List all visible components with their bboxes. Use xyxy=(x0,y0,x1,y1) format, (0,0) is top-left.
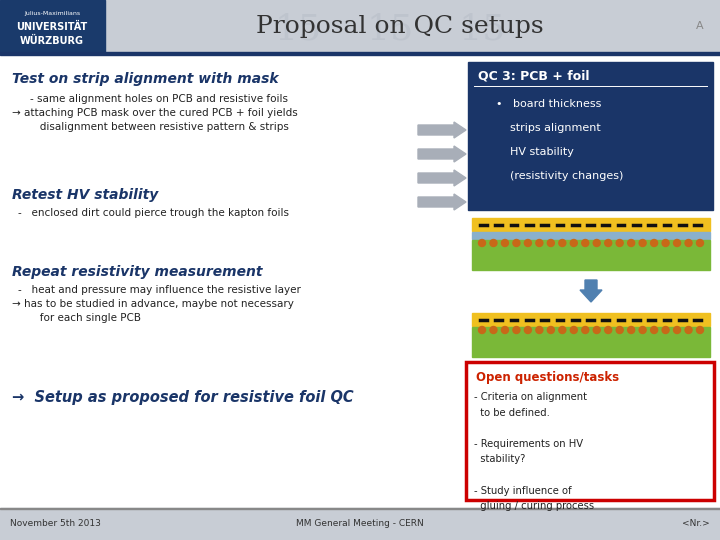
Circle shape xyxy=(559,240,566,246)
Text: November 5th 2013: November 5th 2013 xyxy=(10,519,101,529)
Circle shape xyxy=(490,240,497,246)
Text: -   enclosed dirt could pierce trough the kapton foils: - enclosed dirt could pierce trough the … xyxy=(18,208,289,218)
Text: -   heat and pressure may influence the resistive layer: - heat and pressure may influence the re… xyxy=(18,285,301,295)
Text: Open questions/tasks: Open questions/tasks xyxy=(476,370,619,383)
Text: A: A xyxy=(696,21,704,31)
FancyArrow shape xyxy=(580,280,602,302)
Bar xyxy=(468,62,713,210)
Circle shape xyxy=(616,240,624,246)
FancyArrow shape xyxy=(418,146,466,162)
Text: Test on strip alignment with mask: Test on strip alignment with mask xyxy=(12,72,279,86)
Text: MM General Meeting - CERN: MM General Meeting - CERN xyxy=(296,519,424,529)
Bar xyxy=(0,52,720,55)
Circle shape xyxy=(685,327,692,334)
Circle shape xyxy=(662,240,669,246)
Bar xyxy=(0,0,720,52)
FancyArrow shape xyxy=(418,194,466,210)
Bar xyxy=(472,218,710,231)
Circle shape xyxy=(639,327,646,334)
Circle shape xyxy=(582,240,589,246)
Text: strips alignment: strips alignment xyxy=(496,123,600,133)
Text: → has to be studied in advance, maybe not necessary: → has to be studied in advance, maybe no… xyxy=(12,299,294,309)
Circle shape xyxy=(547,240,554,246)
Circle shape xyxy=(501,327,508,334)
Circle shape xyxy=(490,327,497,334)
Circle shape xyxy=(628,240,634,246)
Circle shape xyxy=(570,240,577,246)
Circle shape xyxy=(673,240,680,246)
Bar xyxy=(472,327,710,357)
FancyArrow shape xyxy=(418,122,466,138)
Text: 15    15    15: 15 15 15 xyxy=(275,13,505,47)
Text: •   board thickness: • board thickness xyxy=(496,99,601,109)
Text: <Nr.>: <Nr.> xyxy=(683,519,710,529)
Text: Repeat resistivity measurement: Repeat resistivity measurement xyxy=(12,265,263,279)
Circle shape xyxy=(593,327,600,334)
Circle shape xyxy=(605,240,612,246)
Text: - same alignment holes on PCB and resistive foils: - same alignment holes on PCB and resist… xyxy=(30,94,288,104)
Text: HV stability: HV stability xyxy=(496,147,574,157)
Circle shape xyxy=(513,327,520,334)
Text: Retest HV stability: Retest HV stability xyxy=(12,188,158,202)
Text: QC 3: PCB + foil: QC 3: PCB + foil xyxy=(478,70,590,83)
Text: (resistivity changes): (resistivity changes) xyxy=(496,171,624,181)
Circle shape xyxy=(685,240,692,246)
Circle shape xyxy=(628,327,634,334)
Circle shape xyxy=(547,327,554,334)
Text: → attaching PCB mask over the cured PCB + foil yields: → attaching PCB mask over the cured PCB … xyxy=(12,108,298,118)
Bar xyxy=(0,508,720,540)
Circle shape xyxy=(479,327,485,334)
Bar xyxy=(472,240,710,270)
FancyArrow shape xyxy=(418,170,466,186)
Circle shape xyxy=(479,240,485,246)
Text: disalignment between resistive pattern & strips: disalignment between resistive pattern &… xyxy=(30,122,289,132)
Circle shape xyxy=(696,240,703,246)
Circle shape xyxy=(524,327,531,334)
Bar xyxy=(0,55,720,508)
Text: - Criteria on alignment
  to be defined.

- Requirements on HV
  stability?

- S: - Criteria on alignment to be defined. -… xyxy=(474,392,594,511)
Bar xyxy=(0,508,720,509)
Bar xyxy=(0,0,105,52)
Bar xyxy=(472,313,710,326)
Circle shape xyxy=(570,327,577,334)
Text: →  Setup as proposed for resistive foil QC: → Setup as proposed for resistive foil Q… xyxy=(12,390,354,405)
Circle shape xyxy=(651,240,657,246)
Text: for each single PCB: for each single PCB xyxy=(30,313,141,323)
Bar xyxy=(466,362,714,500)
Circle shape xyxy=(513,240,520,246)
Circle shape xyxy=(639,240,646,246)
Circle shape xyxy=(696,327,703,334)
Circle shape xyxy=(582,327,589,334)
Circle shape xyxy=(559,327,566,334)
Circle shape xyxy=(536,240,543,246)
Circle shape xyxy=(536,327,543,334)
Circle shape xyxy=(662,327,669,334)
Circle shape xyxy=(673,327,680,334)
Bar xyxy=(472,232,710,239)
Text: Proposal on QC setups: Proposal on QC setups xyxy=(256,15,544,37)
Circle shape xyxy=(593,240,600,246)
Circle shape xyxy=(616,327,624,334)
Circle shape xyxy=(501,240,508,246)
Circle shape xyxy=(651,327,657,334)
Circle shape xyxy=(524,240,531,246)
Text: Julius-Maximilians: Julius-Maximilians xyxy=(24,10,80,16)
Text: UNIVERSITÄT
WÜRZBURG: UNIVERSITÄT WÜRZBURG xyxy=(17,22,88,46)
Circle shape xyxy=(605,327,612,334)
